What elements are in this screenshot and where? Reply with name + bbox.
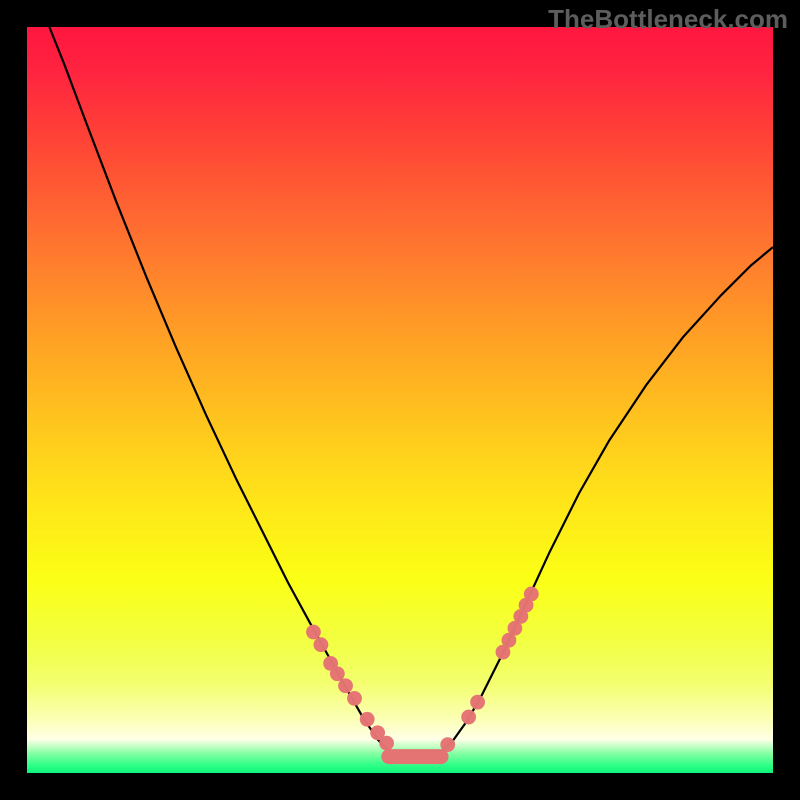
bottleneck-chart xyxy=(27,27,773,773)
gradient-background xyxy=(27,27,773,773)
data-point xyxy=(524,587,539,602)
data-point xyxy=(306,625,321,640)
data-point xyxy=(360,712,375,727)
data-point xyxy=(347,691,362,706)
data-point xyxy=(379,736,394,751)
data-point xyxy=(470,695,485,710)
data-point xyxy=(314,637,329,652)
data-point xyxy=(330,666,345,681)
data-point xyxy=(338,678,353,693)
data-point xyxy=(461,710,476,725)
chart-svg xyxy=(27,27,773,773)
watermark-text: TheBottleneck.com xyxy=(548,4,788,35)
data-point xyxy=(440,737,455,752)
